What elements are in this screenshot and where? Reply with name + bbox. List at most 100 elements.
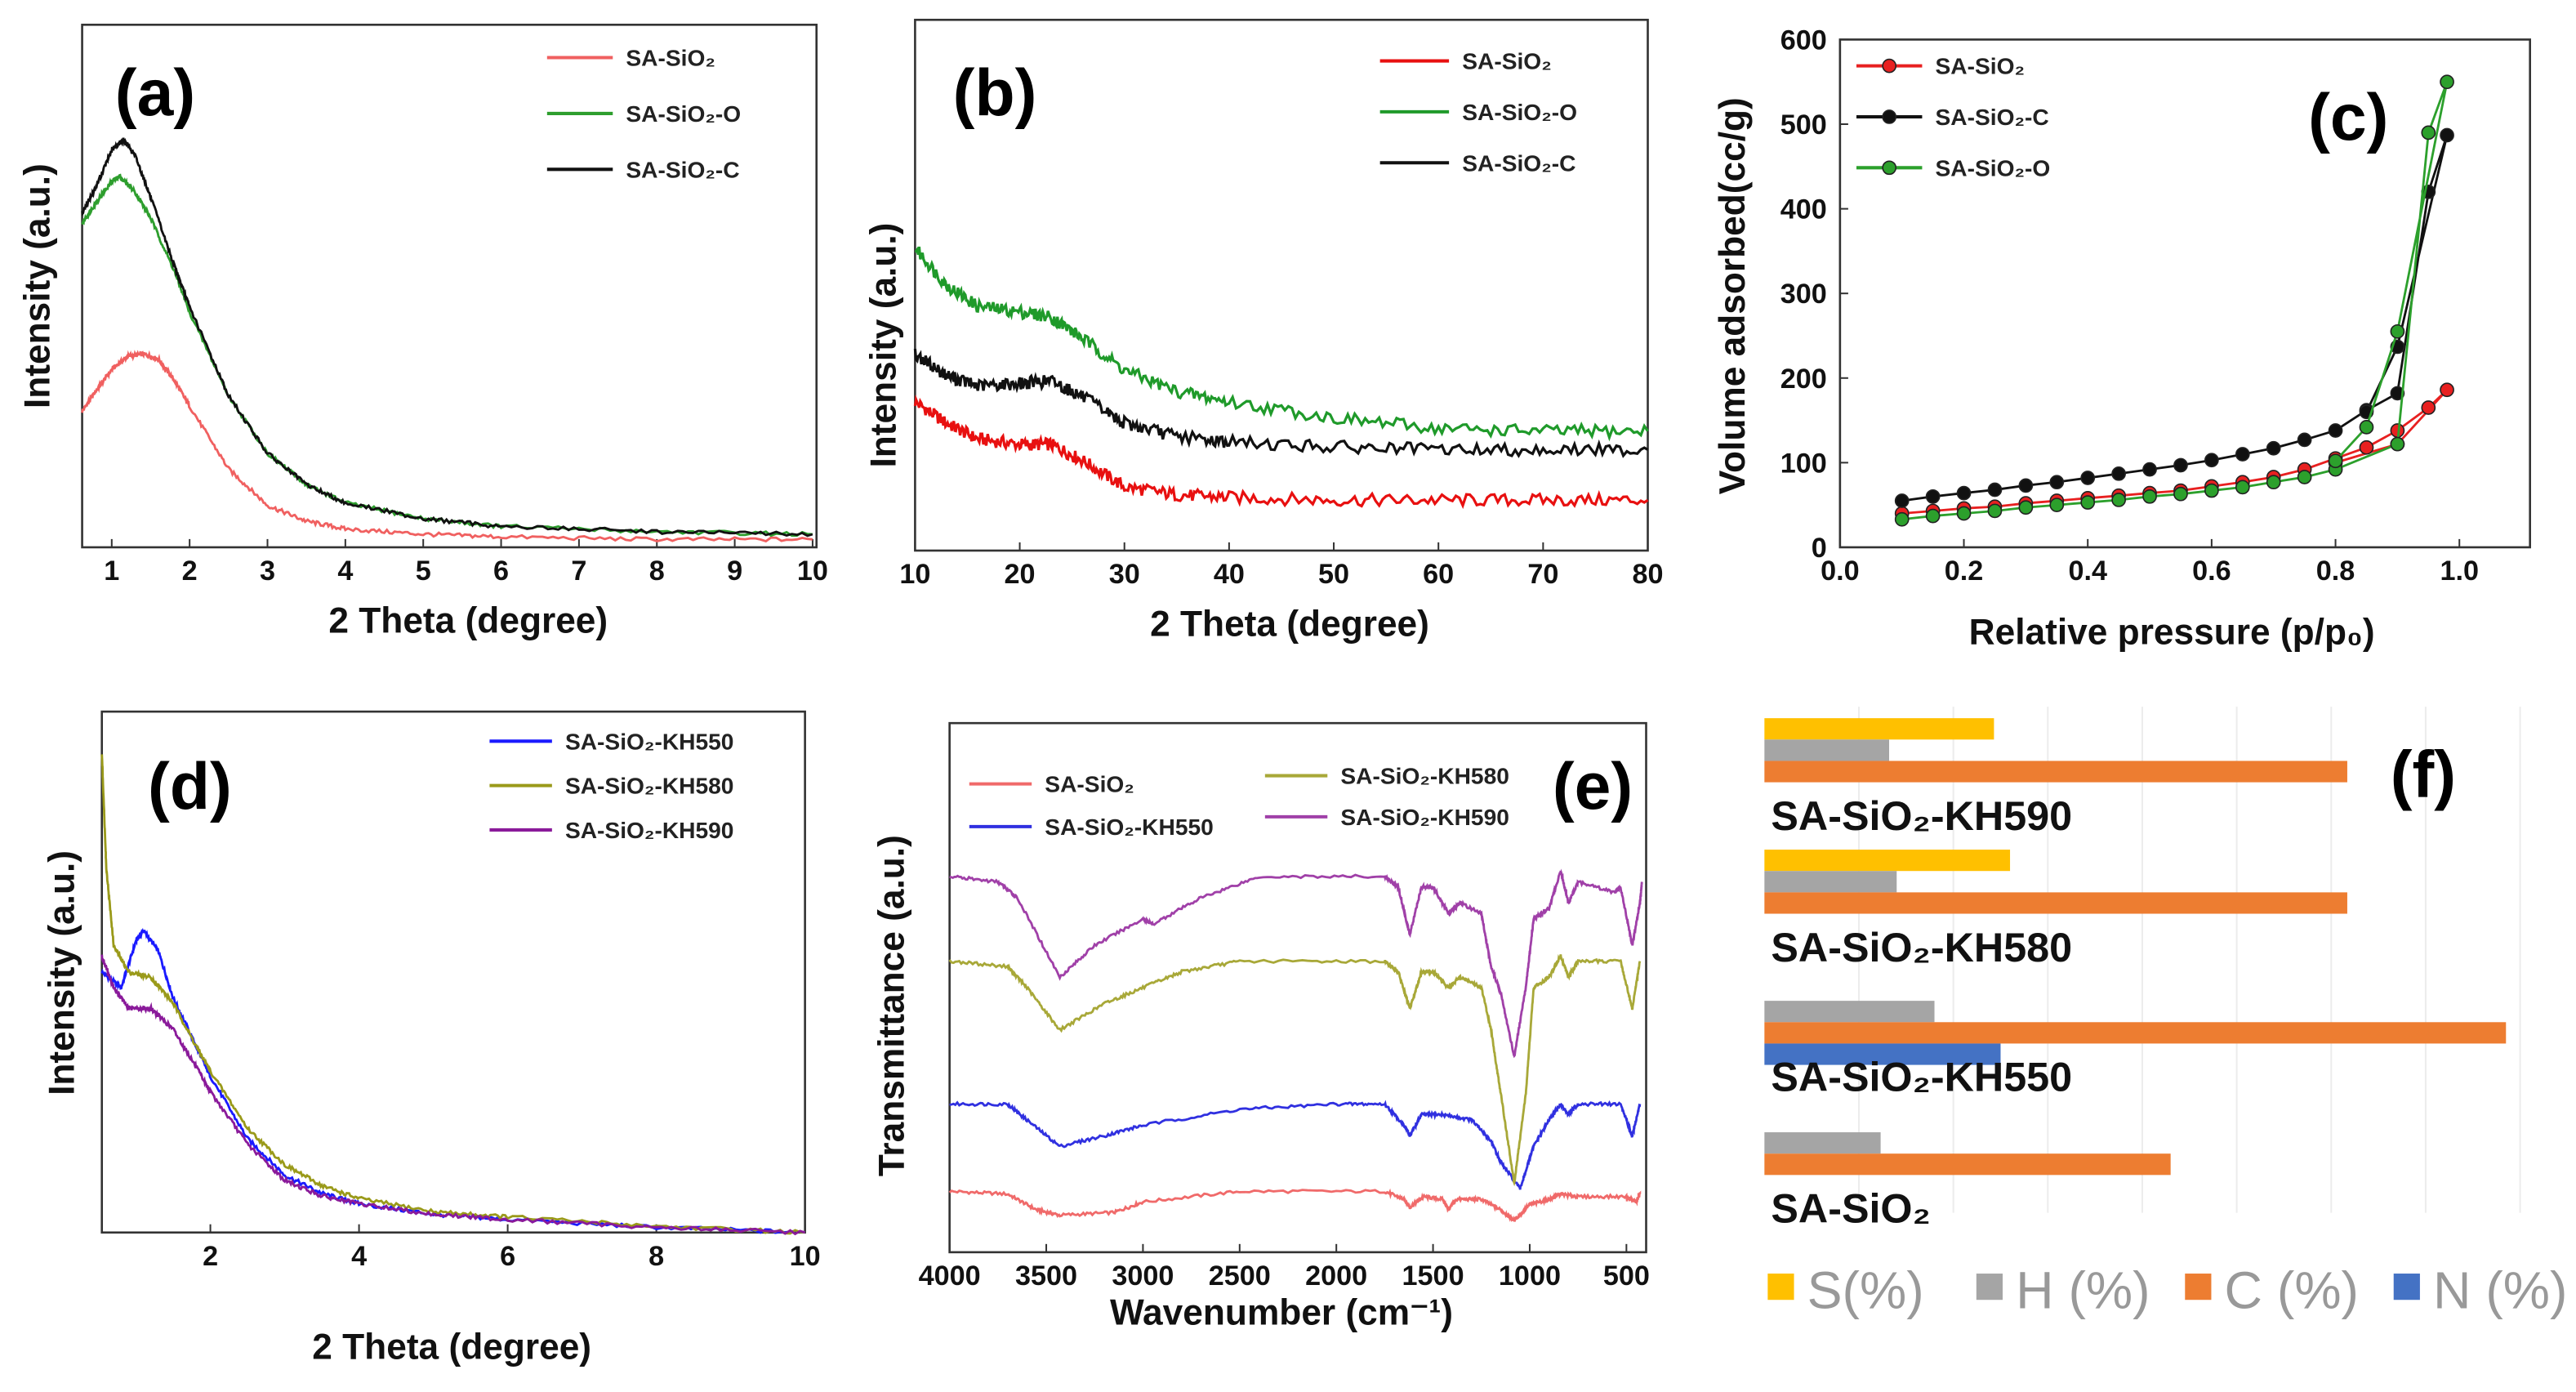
legend-label: C (%) — [2225, 1260, 2359, 1319]
data-point — [2204, 483, 2219, 498]
y-axis-label: Intensity (a.u.) — [863, 223, 903, 468]
x-tick-label: 8 — [649, 555, 665, 587]
legend-swatch — [1976, 1274, 2003, 1301]
legend-label: S(%) — [1807, 1260, 1924, 1319]
x-tick-label: 50 — [1318, 559, 1349, 590]
x-tick-label: 2 — [182, 555, 198, 587]
data-point — [1987, 503, 2003, 519]
y-axis-label: Intensity (a.u.) — [17, 163, 57, 408]
bar — [1764, 871, 1897, 893]
data-point — [2018, 500, 2034, 515]
y-tick-label: 0 — [1812, 533, 1827, 564]
x-tick-label: 2000 — [1305, 1260, 1367, 1292]
category-label: SA-SiO₂-KH580 — [1771, 924, 2072, 970]
bar — [1764, 850, 2011, 872]
data-point — [2390, 386, 2405, 401]
data-point — [2080, 495, 2096, 510]
panel-c: 0.0 0.2 0.4 0.6 0.8 1.0 0 100 200 300 400 500 600 Rel… — [1713, 25, 2531, 653]
bar — [1764, 1043, 2001, 1065]
data-point — [1894, 493, 1910, 508]
legend-label: SA-SiO₂-O — [1462, 100, 1577, 125]
bar — [1764, 761, 2347, 783]
series-line-1 — [100, 754, 805, 1235]
legend-label: SA-SiO₂-KH550 — [565, 729, 734, 754]
legend-marker — [1882, 109, 1897, 124]
x-tick-label: 0.6 — [2192, 555, 2231, 587]
data-point — [2390, 436, 2405, 452]
series-line-2 — [913, 348, 1649, 458]
legend-label: SA-SiO₂ — [1462, 49, 1552, 74]
series-line-1 — [81, 173, 813, 538]
data-point — [1925, 489, 1941, 504]
data-point — [2421, 125, 2436, 141]
legend-label: SA-SiO₂-KH590 — [565, 818, 734, 843]
x-tick-label: 30 — [1109, 559, 1140, 590]
data-point — [1925, 508, 1941, 524]
x-tick-label: 0.8 — [2316, 555, 2355, 587]
x-tick-label: 9 — [727, 555, 742, 587]
legend-swatch — [1767, 1274, 1794, 1301]
legend-swatch — [2185, 1274, 2212, 1301]
data-point — [2235, 480, 2250, 495]
data-point — [2297, 470, 2312, 484]
panel-b: 10 20 30 40 50 60 70 80 2 Theta (degree) Intensit… — [863, 18, 1664, 645]
panel-label: (c) — [2308, 81, 2388, 154]
data-point — [2142, 489, 2157, 504]
panel-d: 2 4 6 8 10 2 Theta (degree) Intensity (a.u.) SA… — [42, 710, 821, 1367]
data-point — [1956, 485, 1972, 501]
panel-label: (b) — [953, 56, 1037, 130]
x-tick-label: 3 — [260, 555, 275, 587]
data-point — [2173, 486, 2188, 502]
x-tick-label: 10 — [797, 555, 828, 587]
panel-a: 1 2 3 4 5 6 7 8 9 10 2 Theta (degree) Intensity (a.… — [17, 24, 828, 641]
x-tick-label: 1.0 — [2440, 555, 2479, 587]
legend-label: SA-SiO₂ — [1936, 54, 2026, 79]
plot-frame — [914, 18, 1649, 552]
legend-label: SA-SiO₂-KH580 — [1340, 764, 1509, 789]
x-tick-label: 40 — [1214, 559, 1245, 590]
x-tick-label: 1500 — [1402, 1260, 1464, 1292]
x-axis-label: 2 Theta (degree) — [1150, 605, 1429, 645]
legend-marker — [1882, 58, 1897, 74]
x-tick-label: 6 — [493, 555, 509, 587]
legend-label: SA-SiO₂-C — [1462, 150, 1575, 176]
legend-label: SA-SiO₂ — [1045, 772, 1134, 797]
data-point — [2204, 453, 2219, 468]
series-line-2 — [100, 954, 806, 1236]
category-label: SA-SiO₂ — [1771, 1185, 1931, 1232]
data-point — [2266, 475, 2281, 490]
x-tick-label: 3500 — [1015, 1260, 1077, 1292]
x-tick-label: 4 — [337, 555, 353, 587]
legend-label: SA-SiO₂-C — [1936, 105, 2049, 130]
plot-frame — [948, 721, 1647, 1254]
y-axis-label: Volume adsorbed(cc/g) — [1713, 97, 1753, 494]
x-tick-label: 4 — [351, 1241, 367, 1272]
legend-marker — [1882, 160, 1897, 176]
data-point — [2440, 74, 2454, 90]
legend-label: SA-SiO₂-KH550 — [1045, 814, 1214, 840]
x-tick-label: 7 — [571, 555, 586, 587]
data-point — [1987, 482, 2003, 497]
data-point — [2142, 462, 2157, 477]
x-tick-label: 6 — [500, 1241, 515, 1272]
x-tick-label: 2 — [203, 1241, 218, 1272]
data-point — [2018, 478, 2034, 493]
legend-label: SA-SiO₂-KH580 — [565, 774, 734, 799]
data-point — [2328, 453, 2343, 469]
x-tick-label: 1000 — [1499, 1260, 1561, 1292]
x-axis-label: Relative pressure (p/p₀) — [1969, 613, 2375, 653]
data-point — [2359, 420, 2374, 435]
data-point — [2111, 466, 2126, 481]
series-line-3 — [949, 868, 1643, 1059]
bar — [1764, 1001, 1935, 1023]
series-line-0 — [948, 1188, 1642, 1223]
panel-label: (f) — [2391, 738, 2456, 812]
bar — [1764, 718, 1994, 740]
y-axis-label: Transmittance (a.u.) — [871, 835, 911, 1176]
series-line-0 — [913, 394, 1649, 510]
data-point — [2235, 447, 2250, 462]
data-point — [2328, 423, 2343, 438]
x-tick-label: 70 — [1527, 559, 1558, 590]
data-point — [2440, 127, 2454, 143]
legend-label: N (%) — [2433, 1260, 2567, 1319]
